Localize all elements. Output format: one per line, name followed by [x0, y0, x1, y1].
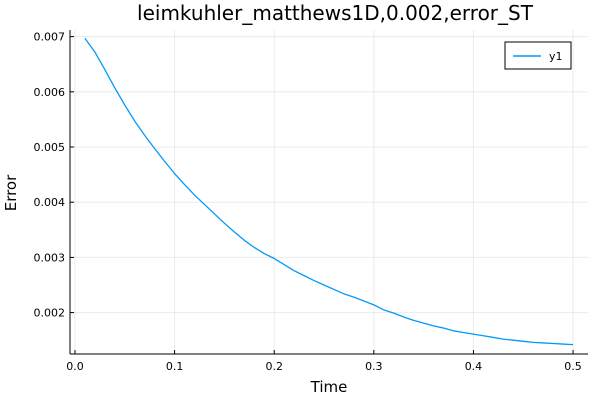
series-line-y1 — [84, 37, 574, 346]
x-axis-label: Time — [310, 378, 348, 396]
y-tick-label: 0.004 — [34, 196, 66, 209]
x-tick-label: 0.0 — [66, 360, 84, 373]
y-tick-label: 0.002 — [34, 307, 66, 320]
x-axis-ticks: 0.0 0.1 0.2 0.3 0.4 0.5 — [66, 350, 582, 373]
y-axis-label: Error — [2, 174, 20, 211]
x-tick-label: 0.2 — [265, 360, 283, 373]
y-tick-label: 0.005 — [34, 141, 66, 154]
grid — [70, 30, 588, 354]
y-axis-ticks: 0.002 0.003 0.004 0.005 0.006 0.007 — [34, 31, 74, 320]
x-tick-label: 0.5 — [564, 360, 582, 373]
x-tick-label: 0.3 — [365, 360, 383, 373]
y-tick-label: 0.007 — [34, 31, 66, 44]
legend-label-y1: y1 — [549, 50, 563, 63]
legend: y1 — [504, 41, 572, 70]
series-layer — [84, 37, 574, 346]
chart-title: leimkuhler_matthews1D,0.002,error_ST — [137, 1, 534, 25]
x-tick-label: 0.1 — [166, 360, 184, 373]
x-tick-label: 0.4 — [465, 360, 483, 373]
y-tick-label: 0.003 — [34, 251, 66, 264]
y-tick-label: 0.006 — [34, 86, 66, 99]
